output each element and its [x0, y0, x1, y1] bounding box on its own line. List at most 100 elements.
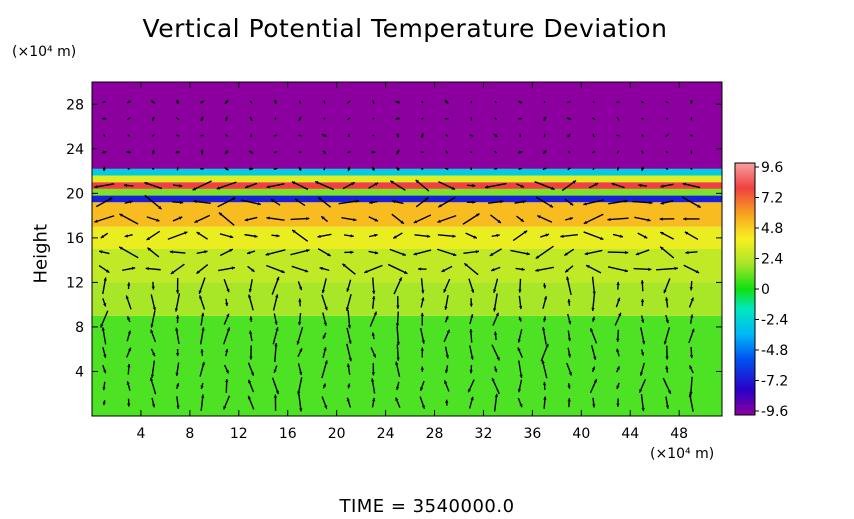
wind-vector: [419, 327, 425, 344]
wind-vector: [540, 233, 550, 238]
wind-vector: [445, 399, 449, 406]
wind-vector: [194, 214, 211, 224]
wind-vector: [445, 167, 449, 171]
wind-vector: [592, 100, 595, 104]
wind-vector: [200, 116, 204, 122]
wind-vector: [244, 216, 258, 222]
wind-vector: [616, 281, 620, 290]
wind-vector: [664, 133, 669, 138]
wind-vector: [466, 200, 476, 204]
wind-vector: [420, 132, 425, 139]
wind-vector: [421, 167, 424, 170]
wind-vector: [567, 330, 572, 342]
heatmap-layer-1: [92, 282, 722, 316]
wind-vector: [294, 198, 306, 207]
wind-vector: [641, 150, 644, 155]
wind-vector: [665, 297, 669, 308]
wind-vector: [592, 167, 595, 171]
wind-vector: [167, 231, 188, 240]
heatmap-layer-0: [92, 315, 722, 416]
wind-vector: [640, 327, 646, 345]
wind-vector: [640, 298, 645, 307]
wind-vector: [542, 283, 547, 289]
wind-vector: [323, 117, 326, 120]
wind-vector: [635, 249, 650, 256]
wind-vector: [298, 116, 302, 122]
wind-vector: [102, 365, 107, 374]
wind-vector: [535, 196, 554, 208]
colorbar-tick-label: 9.6: [761, 160, 783, 176]
wind-vector: [298, 100, 302, 104]
wind-vector: [659, 217, 675, 221]
wind-vector: [368, 233, 378, 238]
wind-vector: [491, 344, 501, 361]
wind-vector: [150, 329, 157, 343]
wind-vector: [126, 381, 131, 391]
wind-vector: [542, 167, 547, 171]
wind-vector: [660, 183, 674, 188]
wind-vector: [218, 212, 235, 226]
x-tick-label: 24: [377, 426, 395, 442]
wind-vector: [612, 233, 624, 238]
wind-vector: [291, 229, 309, 242]
wind-vector: [395, 361, 401, 377]
wind-vector: [298, 134, 302, 137]
wind-vector: [567, 398, 571, 408]
wind-vector: [372, 134, 375, 137]
wind-vector: [249, 345, 253, 360]
heatmap-layer-6: [92, 188, 722, 196]
wind-vector: [592, 133, 595, 138]
heatmap-layer-9: [92, 168, 722, 176]
wind-vector: [200, 312, 205, 326]
wind-vector: [145, 266, 161, 271]
wind-vector: [393, 277, 403, 295]
y-tick-label: 12: [66, 275, 84, 291]
wind-vector: [567, 133, 571, 138]
wind-vector: [637, 232, 648, 239]
wind-vector: [322, 332, 327, 340]
wind-vector: [641, 134, 644, 137]
wind-vector: [444, 295, 449, 310]
wind-vector: [690, 167, 693, 171]
y-unit-label: (×10⁴ m): [12, 44, 77, 60]
wind-vector: [567, 150, 571, 154]
wind-vector: [469, 314, 474, 325]
wind-vector: [640, 100, 645, 104]
colorbar-tick-label: -4.8: [761, 343, 788, 359]
wind-vector: [199, 295, 206, 310]
wind-vector: [536, 215, 553, 223]
x-tick-label: 20: [328, 426, 346, 442]
wind-vector: [126, 117, 131, 121]
wind-vector: [414, 234, 431, 238]
wind-vector: [583, 231, 604, 241]
wind-vector: [491, 233, 500, 238]
wind-vector: [144, 181, 163, 190]
wind-vector: [567, 382, 571, 389]
wind-vector: [150, 294, 156, 311]
wind-vector: [689, 134, 694, 137]
wind-vector: [372, 277, 376, 294]
wind-vector: [489, 248, 502, 257]
wind-vector: [665, 100, 669, 104]
wind-vector: [616, 329, 620, 342]
wind-vector: [321, 133, 327, 138]
wind-vector: [218, 266, 236, 272]
wind-vector: [250, 133, 253, 138]
wind-vector: [266, 183, 285, 189]
wind-vector: [102, 166, 106, 172]
wind-vector: [271, 234, 280, 238]
wind-vector: [518, 278, 522, 293]
wind-vector: [248, 294, 254, 311]
wind-vector: [444, 365, 449, 374]
wind-vector: [540, 343, 549, 362]
x-tick-label: 12: [230, 426, 248, 442]
wind-vector: [585, 264, 602, 274]
wind-vector: [591, 366, 596, 373]
wind-vector: [616, 116, 620, 121]
wind-vector: [564, 198, 574, 206]
wind-vector: [689, 314, 694, 324]
wind-vector: [614, 312, 622, 326]
wind-vector: [127, 398, 131, 407]
colorbar-tick-label: -9.6: [761, 404, 788, 420]
